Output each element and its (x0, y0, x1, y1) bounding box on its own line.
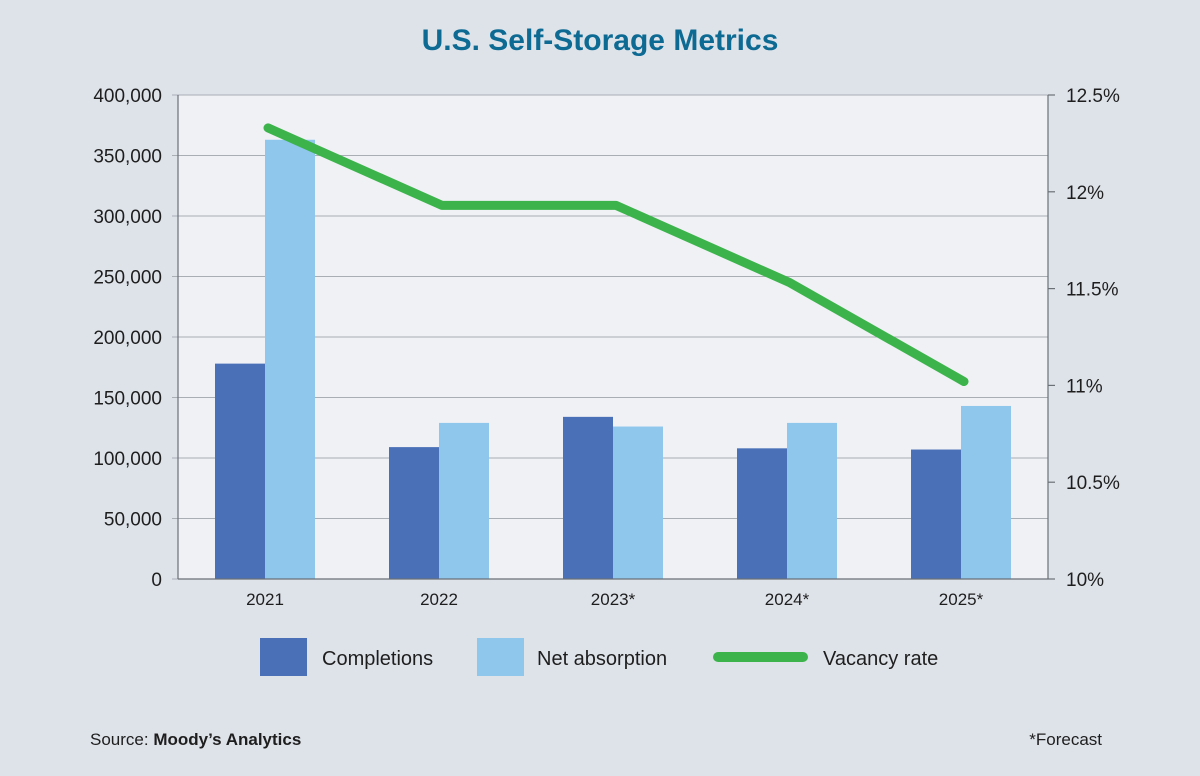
x-tick-label: 2023* (591, 590, 636, 609)
net-absorption-bar (961, 405, 1011, 579)
right-tick-label: 11% (1066, 376, 1103, 397)
bars (215, 139, 1011, 579)
left-tick-label: 150,000 (93, 389, 162, 410)
x-axis: 2021 2022 2023* 2024* 2025* (178, 578, 1048, 609)
net-absorption-bar (265, 139, 315, 579)
vacancy-line (263, 123, 969, 387)
net-absorption-bar (787, 422, 837, 579)
left-axis: 0 50,000 100,000 150,000 200,000 250,000 300,0… (93, 86, 179, 591)
legend-swatch-completions (260, 638, 307, 676)
net-absorption-bar (439, 422, 489, 579)
x-tick-label: 2022 (420, 590, 458, 609)
right-tick-label: 12% (1066, 183, 1104, 204)
left-tick-label: 200,000 (93, 328, 162, 349)
right-tick-label: 11.5% (1066, 280, 1119, 301)
left-tick-label: 400,000 (93, 86, 162, 107)
left-tick-label: 100,000 (93, 449, 162, 470)
completions-bar (911, 449, 961, 579)
legend-label-net-absorption: Net absorption (537, 648, 667, 670)
right-tick-label: 10% (1066, 570, 1104, 591)
chart-title: U.S. Self-Storage Metrics (422, 24, 779, 57)
forecast-note: *Forecast (1029, 730, 1102, 749)
completions-bar (737, 448, 787, 579)
legend: Completions Net absorption Vacancy rate (260, 638, 938, 676)
source-note: Source: Moody’s Analytics (90, 730, 301, 750)
x-tick-label: 2025* (939, 590, 984, 609)
right-tick-label: 12.5% (1066, 86, 1120, 107)
left-tick-label: 50,000 (104, 510, 162, 531)
left-tick-label: 300,000 (93, 207, 162, 228)
completions-bar (563, 416, 613, 579)
legend-swatch-net-absorption (477, 638, 524, 676)
x-tick-label: 2024* (765, 590, 810, 609)
right-axis: 10% 10.5% 11% 11.5% 12% 12.5% (1047, 86, 1120, 591)
source-prefix: Source: (90, 730, 154, 749)
x-tick-label: 2021 (246, 590, 284, 609)
left-tick-label: 0 (151, 570, 162, 591)
right-tick-label: 10.5% (1066, 473, 1120, 494)
source-name: Moody’s Analytics (153, 730, 302, 749)
completions-bar (389, 447, 439, 579)
net-absorption-bar (613, 426, 663, 579)
vacancy-rate-line (263, 123, 969, 387)
left-tick-label: 350,000 (93, 147, 162, 168)
completions-bar (215, 363, 265, 579)
legend-label-completions: Completions (322, 648, 433, 670)
left-tick-label: 250,000 (93, 268, 162, 289)
legend-label-vacancy-rate: Vacancy rate (823, 648, 938, 670)
